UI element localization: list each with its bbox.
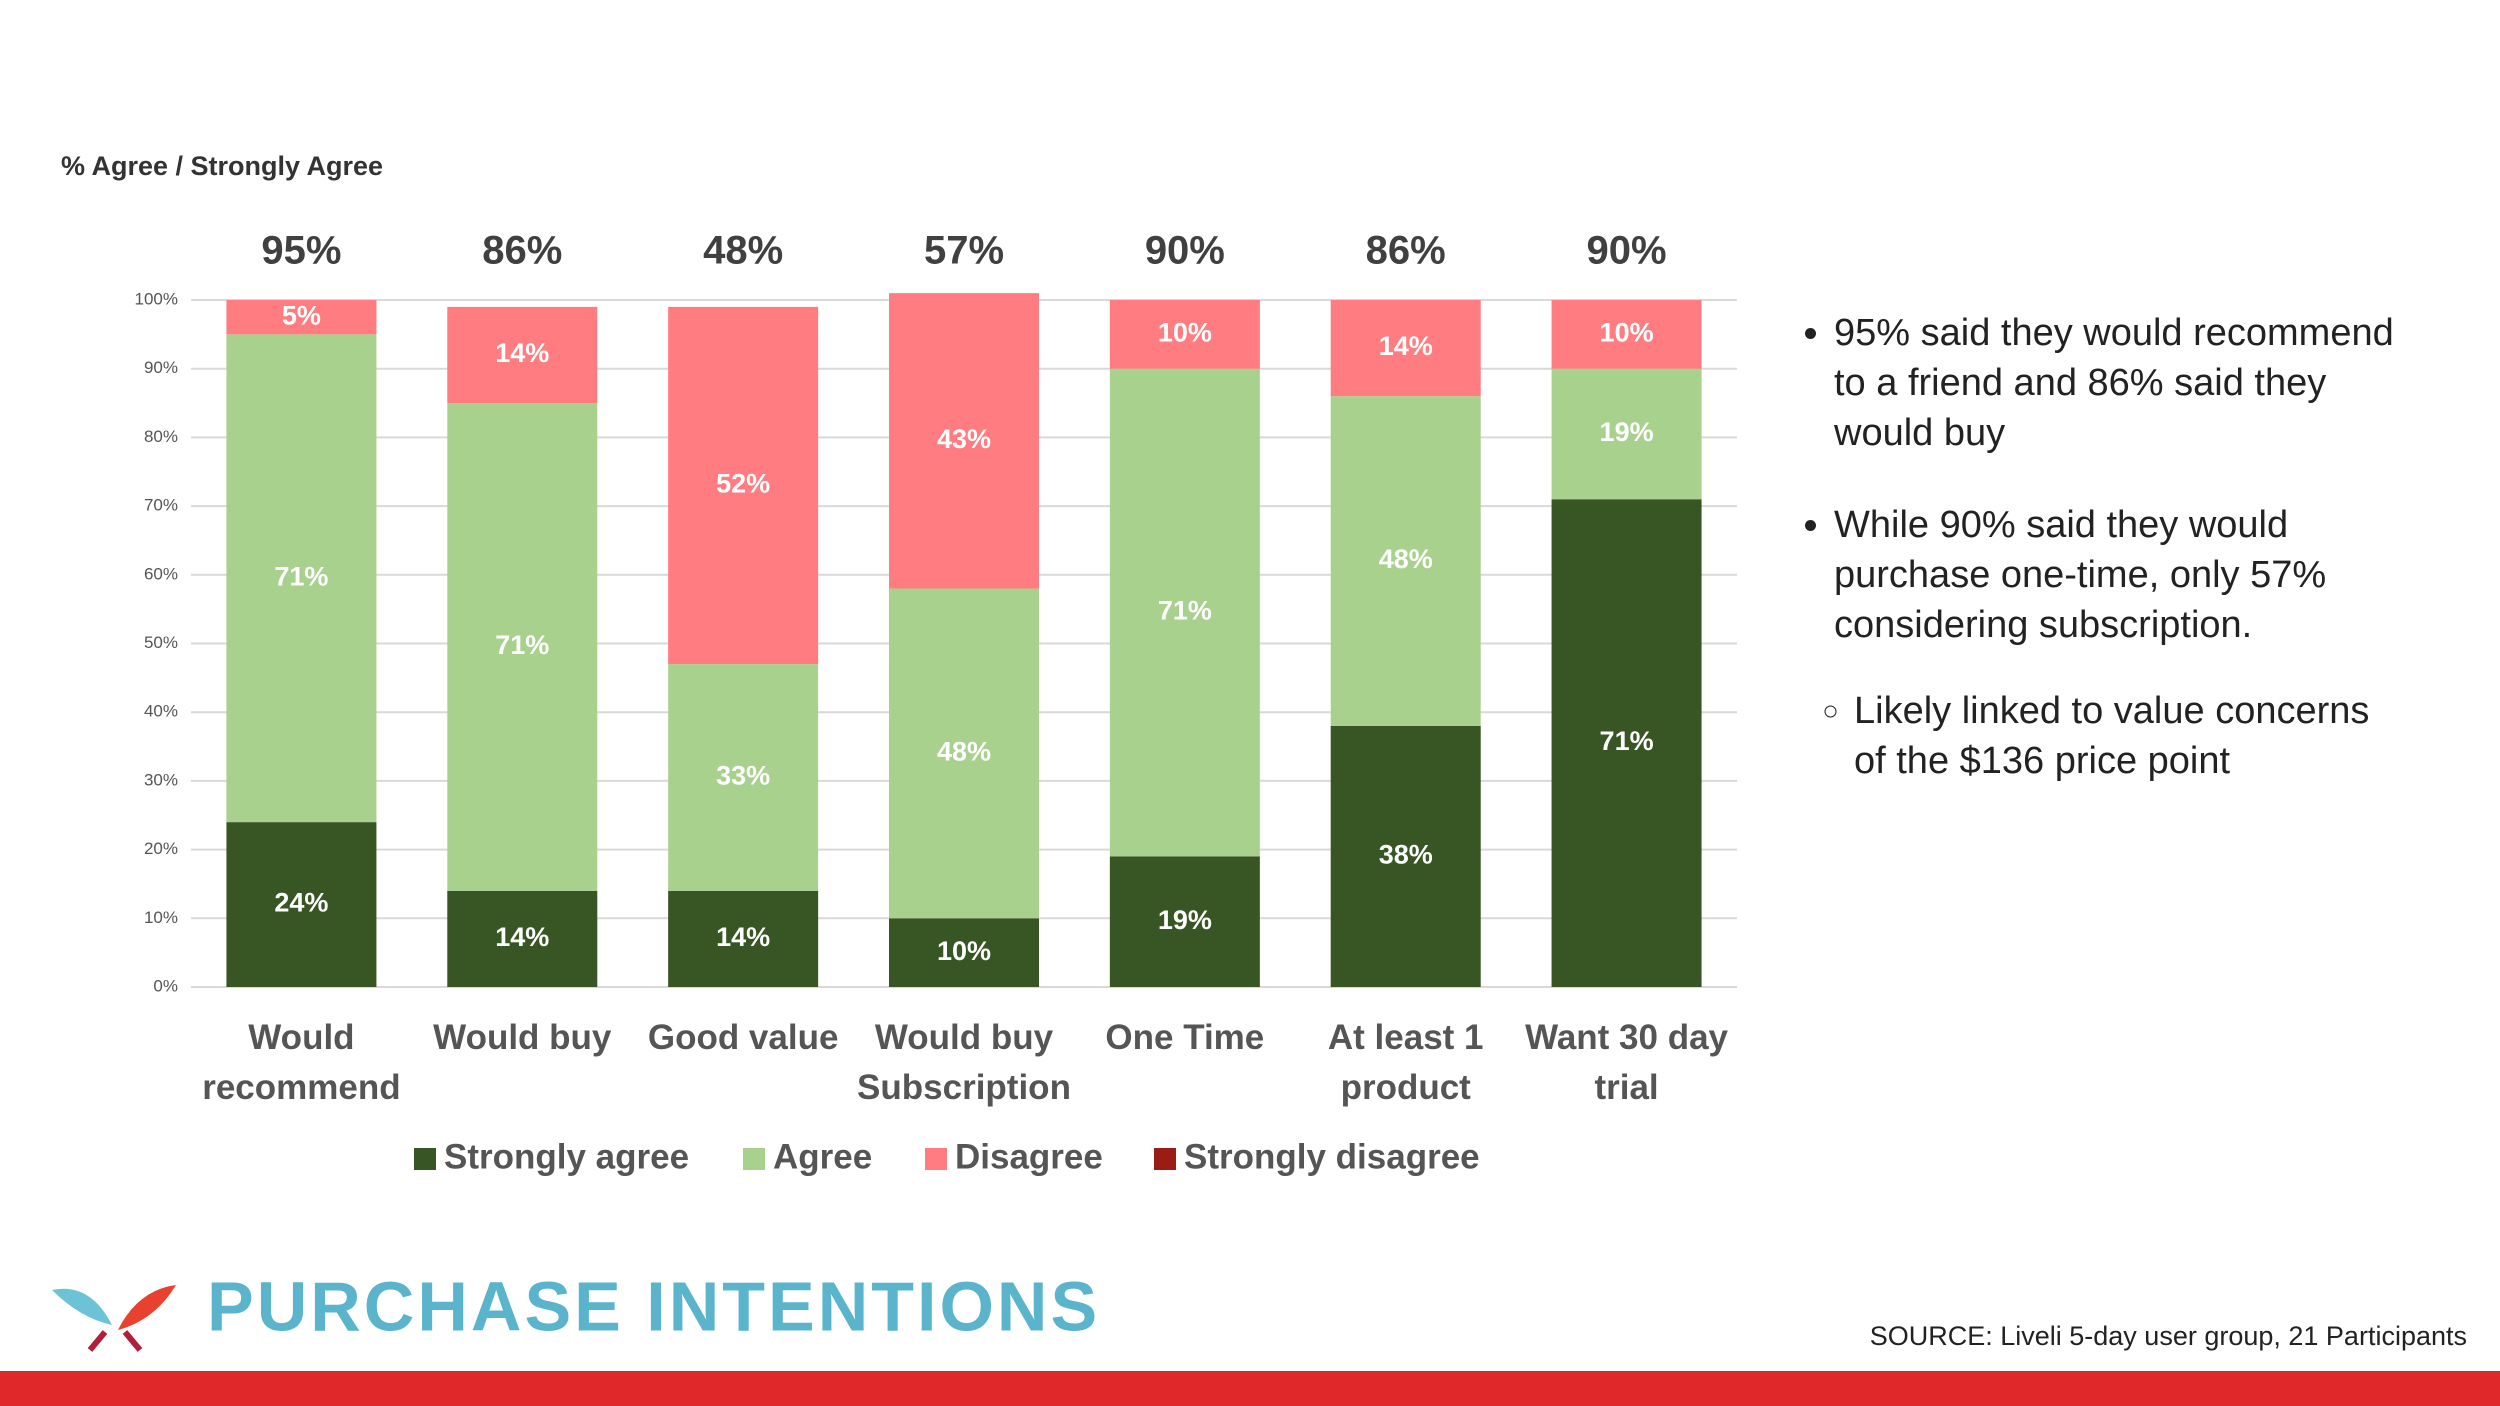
legend-swatch <box>1154 1148 1176 1170</box>
bar-segment <box>1330 396 1481 726</box>
bar-segment <box>1551 300 1702 369</box>
bar-segment <box>1551 499 1702 987</box>
y-tick-label: 30% <box>144 770 178 789</box>
x-tick-label: Would buy <box>433 1018 612 1057</box>
data-label: 19% <box>1600 417 1654 447</box>
bar-segment <box>668 890 819 987</box>
data-label: 10% <box>1158 317 1212 347</box>
footer-bar <box>0 1371 2500 1406</box>
y-tick-label: 50% <box>144 633 178 652</box>
data-label: 71% <box>274 561 328 591</box>
data-label: 52% <box>716 469 770 499</box>
data-label: 38% <box>1379 840 1433 870</box>
bar-segment <box>226 822 377 987</box>
y-tick-label: 60% <box>144 564 178 583</box>
legend-swatch <box>414 1148 436 1170</box>
y-tick-label: 40% <box>144 702 178 721</box>
bar-segment <box>668 306 819 665</box>
y-axis-label: % Agree / Strongly Agree <box>61 151 383 181</box>
y-tick-label: 90% <box>144 358 178 377</box>
bar-segment <box>1551 368 1702 500</box>
bullet-list: 95% said they would recommend to a frien… <box>1790 308 2410 650</box>
bar-segment <box>226 334 377 823</box>
legend-swatch <box>925 1148 947 1170</box>
bullet: 95% said they would recommend to a frien… <box>1834 308 2410 458</box>
total-label: 95% <box>261 229 341 273</box>
total-label: 57% <box>924 229 1004 273</box>
legend-label: Disagree <box>955 1137 1103 1176</box>
y-tick-label: 10% <box>144 908 178 927</box>
legend-label: Agree <box>773 1137 872 1176</box>
total-label: 86% <box>482 229 562 273</box>
data-label: 14% <box>716 922 770 952</box>
sub-bullet-list: Likely linked to value concerns of the $… <box>1790 686 2410 786</box>
data-label: 14% <box>1379 331 1433 361</box>
data-label: 48% <box>1379 544 1433 574</box>
x-tick-label: At least 1 product <box>1328 1018 1484 1107</box>
total-label: 90% <box>1145 229 1225 273</box>
data-label: 10% <box>937 936 991 966</box>
bar-segment <box>668 664 819 891</box>
x-tick-label: Would recommend <box>202 1018 400 1107</box>
bar-segment <box>1109 368 1260 857</box>
data-label: 24% <box>274 888 328 918</box>
notes: 95% said they would recommend to a frien… <box>1790 308 2410 828</box>
bar-segment <box>226 300 377 335</box>
bar-segment <box>1330 300 1481 397</box>
legend-label: Strongly agree <box>444 1137 689 1176</box>
source-note: SOURCE: Liveli 5-day user group, 21 Part… <box>1870 1321 2467 1351</box>
x-tick-label: Good value <box>648 1018 839 1057</box>
data-label: 43% <box>937 424 991 454</box>
bar-segment <box>1330 725 1481 987</box>
data-label: 5% <box>282 300 321 330</box>
x-tick-label: Want 30 day trial <box>1525 1018 1728 1107</box>
sub-bullet: Likely linked to value concerns of the $… <box>1854 686 2410 786</box>
x-tick-label: Would buy Subscription <box>857 1018 1071 1107</box>
bar-segment <box>447 306 598 404</box>
total-label: 90% <box>1587 229 1667 273</box>
data-label: 48% <box>937 737 991 767</box>
logo <box>52 1285 176 1352</box>
y-tick-label: 70% <box>144 496 178 515</box>
y-tick-label: 100% <box>135 289 178 308</box>
data-label: 71% <box>1600 726 1654 756</box>
bullet: While 90% said they would purchase one-t… <box>1834 500 2410 650</box>
y-tick-label: 80% <box>144 427 178 446</box>
data-label: 14% <box>495 338 549 368</box>
data-label: 10% <box>1600 317 1654 347</box>
bar-segment <box>447 890 598 987</box>
bar-segment <box>1109 856 1260 987</box>
total-label: 86% <box>1366 229 1446 273</box>
legend-label: Strongly disagree <box>1184 1137 1480 1176</box>
y-tick-label: 20% <box>144 839 178 858</box>
legend-swatch <box>743 1148 765 1170</box>
bar-segment <box>889 588 1039 919</box>
data-label: 14% <box>495 922 549 952</box>
data-label: 71% <box>495 630 549 660</box>
y-tick-label: 0% <box>153 976 178 995</box>
x-tick-label: One Time <box>1105 1018 1264 1057</box>
data-label: 71% <box>1158 596 1212 626</box>
data-label: 33% <box>716 761 770 791</box>
slide-title: PURCHASE INTENTIONS <box>207 1267 1100 1345</box>
bar-segment <box>1109 300 1260 369</box>
data-label: 19% <box>1158 905 1212 935</box>
bar-segment <box>447 403 598 891</box>
bar-segment <box>889 918 1039 987</box>
total-label: 48% <box>703 229 783 273</box>
bar-segment <box>889 293 1039 589</box>
